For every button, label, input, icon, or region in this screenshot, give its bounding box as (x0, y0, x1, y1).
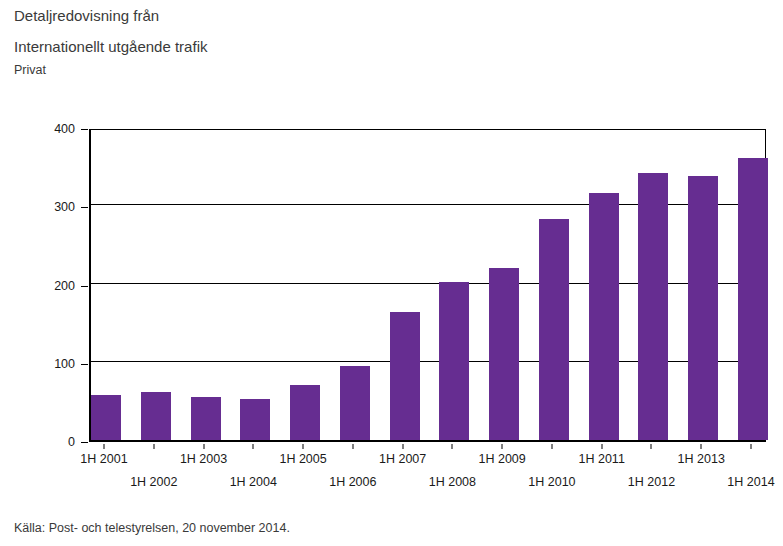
x-axis-label-1H-2014: 1H 2014 (727, 475, 774, 489)
y-axis-label-200: 200 (33, 279, 75, 293)
chart-title: Internationellt utgående trafik (14, 38, 207, 55)
bar-1H-2011 (589, 193, 619, 440)
bar-1H-2003 (191, 397, 221, 440)
chart-subtitle: Privat (14, 63, 46, 77)
x-axis-tick (352, 444, 353, 449)
bar-1H-2006 (340, 366, 370, 440)
x-axis-label-1H-2002: 1H 2002 (130, 475, 177, 489)
x-axis-label-1H-2003: 1H 2003 (180, 452, 227, 466)
y-axis-tick (81, 364, 88, 365)
bar-1H-2008 (439, 282, 469, 440)
x-axis-label-1H-2001: 1H 2001 (80, 452, 127, 466)
bar-1H-2009 (489, 268, 519, 440)
y-axis-label-0: 0 (33, 435, 75, 449)
bar-1H-2012 (638, 173, 668, 440)
x-axis-tick (701, 444, 702, 449)
x-axis-label-1H-2011: 1H 2011 (579, 452, 625, 466)
bar-1H-2010 (539, 219, 569, 440)
x-axis-tick (153, 444, 154, 449)
x-axis-tick (651, 444, 652, 449)
bar-1H-2007 (390, 312, 420, 440)
y-axis-tick (81, 442, 88, 443)
x-axis-tick (303, 444, 304, 449)
y-axis-tick (81, 286, 88, 287)
bar-1H-2005 (290, 385, 320, 440)
x-axis-tick (104, 444, 105, 449)
x-axis-label-1H-2009: 1H 2009 (479, 452, 526, 466)
x-axis-label-1H-2010: 1H 2010 (528, 475, 575, 489)
x-axis-label-1H-2006: 1H 2006 (329, 475, 376, 489)
x-axis-label-1H-2008: 1H 2008 (429, 475, 476, 489)
y-axis-tick (81, 207, 88, 208)
x-axis-label-1H-2013: 1H 2013 (678, 452, 725, 466)
x-axis-label-1H-2005: 1H 2005 (279, 452, 326, 466)
x-axis-tick (601, 444, 602, 449)
x-axis-tick (253, 444, 254, 449)
bar-1H-2004 (240, 399, 270, 440)
x-axis-tick (402, 444, 403, 449)
bar-1H-2002 (141, 392, 171, 441)
source-note: Källa: Post- och telestyrelsen, 20 novem… (14, 521, 290, 535)
y-axis-label-100: 100 (33, 357, 75, 371)
y-axis-tick (81, 129, 88, 130)
x-axis-tick (502, 444, 503, 449)
bar-chart-plot-area (89, 129, 766, 442)
x-axis-label-1H-2004: 1H 2004 (230, 475, 277, 489)
x-axis-label-1H-2007: 1H 2007 (379, 452, 426, 466)
x-axis-tick (751, 444, 752, 449)
x-axis-tick (452, 444, 453, 449)
y-axis-label-300: 300 (33, 200, 75, 214)
x-axis-label-1H-2012: 1H 2012 (628, 475, 675, 489)
x-axis-tick (203, 444, 204, 449)
bar-1H-2001 (91, 395, 121, 440)
report-page: Detaljredovisning från Internationellt u… (0, 0, 783, 546)
bar-1H-2013 (688, 176, 718, 440)
y-axis-label-400: 400 (33, 122, 75, 136)
x-axis-tick (551, 444, 552, 449)
report-title: Detaljredovisning från (14, 7, 159, 24)
bar-1H-2014 (738, 158, 768, 440)
